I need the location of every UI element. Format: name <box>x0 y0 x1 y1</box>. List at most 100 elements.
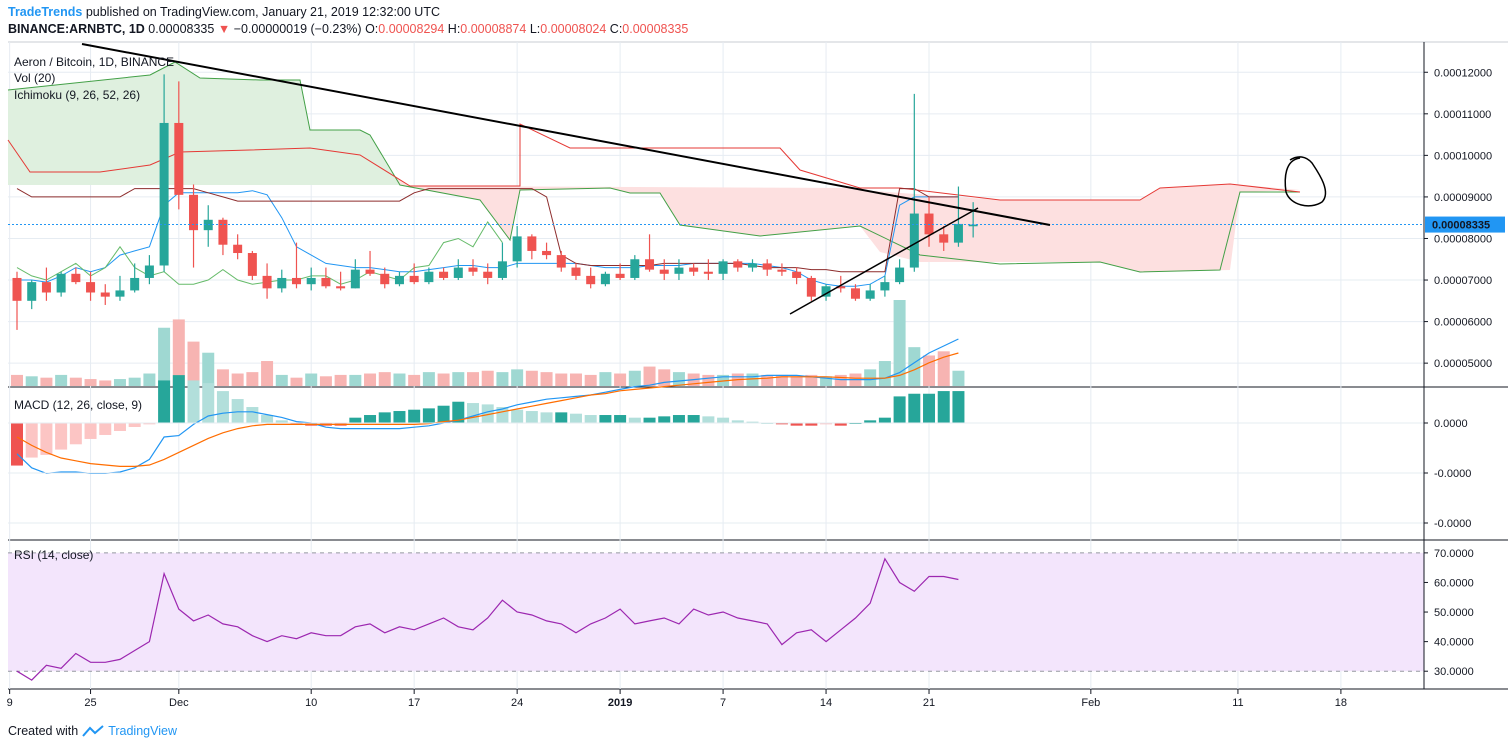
volume-bar <box>790 376 803 386</box>
macd-histogram-bar <box>275 420 288 423</box>
brand-name[interactable]: TradeTrends <box>8 5 83 19</box>
candle-body <box>865 290 875 299</box>
volume-bar <box>69 377 82 386</box>
time-tick-label: 14 <box>820 697 832 709</box>
candle-body <box>659 269 669 274</box>
price-tick-label: 0.00009000 <box>1434 192 1492 204</box>
candle-body <box>468 267 478 272</box>
macd-histogram-bar <box>11 423 23 466</box>
signal-line <box>16 352 959 467</box>
volume-bar <box>275 374 288 386</box>
volume-bar <box>540 372 553 386</box>
ichimoku-indicator-label: Ichimoku (9, 26, 52, 26) <box>14 88 140 102</box>
trendline-up <box>789 207 979 315</box>
macd-histogram-bar <box>878 417 891 423</box>
macd-histogram-bar <box>952 391 965 423</box>
volume-bar <box>908 347 921 386</box>
pane-labels: Aeron / Bitcoin, 1D, BINANCE Vol (20) Ic… <box>14 55 174 562</box>
last-price-label: 0.00008335 <box>1432 220 1490 232</box>
macd-histogram-bar <box>628 417 641 423</box>
macd-histogram-bar <box>908 393 921 423</box>
macd-tick-label: 0.0000 <box>1434 418 1468 430</box>
time-axis: 9 25 Dec 10 17 24 2019 7 14 21 Feb 11 18 <box>7 689 1347 709</box>
volume-bar <box>672 372 685 386</box>
candle-body <box>615 273 625 278</box>
volume-bar <box>496 372 509 386</box>
volume-bars <box>11 300 965 386</box>
volume-bar <box>584 374 597 386</box>
circle-annotation <box>1284 156 1327 207</box>
price-tick-label: 0.00010000 <box>1434 150 1492 162</box>
candle-body <box>71 273 81 283</box>
volume-bar <box>878 361 891 386</box>
time-tick-label: 7 <box>720 697 726 709</box>
candle-body <box>571 267 581 276</box>
price-axes: 0.00012000 0.00011000 0.00010000 0.00009000… <box>1423 42 1505 689</box>
volume-bar <box>25 376 38 386</box>
macd-histogram-bar <box>216 391 229 423</box>
candle-body <box>689 267 699 272</box>
candle-body <box>703 271 713 274</box>
volume-bar <box>555 373 568 386</box>
candle-body <box>497 261 507 278</box>
volume-bar <box>84 379 97 386</box>
macd-histogram-bar <box>658 416 671 423</box>
volume-bar <box>599 372 612 386</box>
macd-pane <box>8 338 1424 524</box>
down-arrow-icon: ▼ <box>217 22 231 36</box>
macd-histogram-bar <box>158 380 171 423</box>
volume-bar <box>628 370 641 386</box>
macd-histogram-bar <box>84 423 97 439</box>
volume-bar <box>158 327 171 386</box>
candle-body <box>527 236 537 251</box>
published-text: published on TradingView.com, January 21… <box>85 5 440 19</box>
volume-bar <box>378 372 391 386</box>
macd-histogram-bar <box>584 415 597 423</box>
candle-body <box>748 263 757 268</box>
volume-bar <box>893 300 906 386</box>
macd-histogram-bar <box>25 423 38 458</box>
candle-body <box>542 250 552 256</box>
candle-body <box>939 234 949 243</box>
price-tick-label: 0.00007000 <box>1434 275 1492 287</box>
macd-histogram-bar <box>393 411 406 423</box>
candle-body <box>12 277 22 301</box>
volume-bar <box>923 355 936 386</box>
candle-body <box>86 282 96 293</box>
candle-body <box>321 277 331 287</box>
volume-bar <box>952 370 965 386</box>
candle-body <box>924 213 934 235</box>
macd-histogram-bar <box>231 399 244 423</box>
candle-body <box>218 219 228 245</box>
low-value: 0.00008024 <box>540 22 607 36</box>
tradingview-link[interactable]: TradingView <box>108 724 177 738</box>
candle-body <box>350 269 360 289</box>
main-title: Aeron / Bitcoin, 1D, BINANCE <box>14 55 174 69</box>
macd-histogram-bar <box>261 415 274 423</box>
macd-histogram-bar <box>113 423 126 431</box>
chart-canvas[interactable]: 0.00012000 0.00011000 0.00010000 0.00009000… <box>0 0 1508 720</box>
close-value: 0.00008335 <box>622 22 689 36</box>
macd-histogram-bar <box>893 396 906 423</box>
macd-histogram-bar <box>99 423 112 435</box>
candle-body <box>115 290 125 297</box>
kijun-line <box>16 188 959 273</box>
price-tick-label: 0.00012000 <box>1434 67 1492 79</box>
open-value: 0.00008294 <box>378 22 445 36</box>
macd-histogram-bar <box>746 421 759 423</box>
volume-bar <box>481 370 494 386</box>
macd-histogram-bar <box>349 417 362 423</box>
volume-bar <box>246 372 259 386</box>
volume-bar <box>319 376 332 386</box>
macd-title: MACD (12, 26, close, 9) <box>14 398 142 412</box>
volume-bar <box>452 372 465 386</box>
candle-body <box>674 267 684 274</box>
macd-line <box>16 338 959 475</box>
candle-body <box>953 223 963 243</box>
candle-body <box>836 286 846 289</box>
macd-histogram-bar <box>790 423 803 426</box>
macd-histogram-bar <box>437 405 450 423</box>
macd-histogram-bar <box>555 412 568 423</box>
candle-body <box>409 275 419 283</box>
macd-histogram-bar <box>246 407 259 423</box>
